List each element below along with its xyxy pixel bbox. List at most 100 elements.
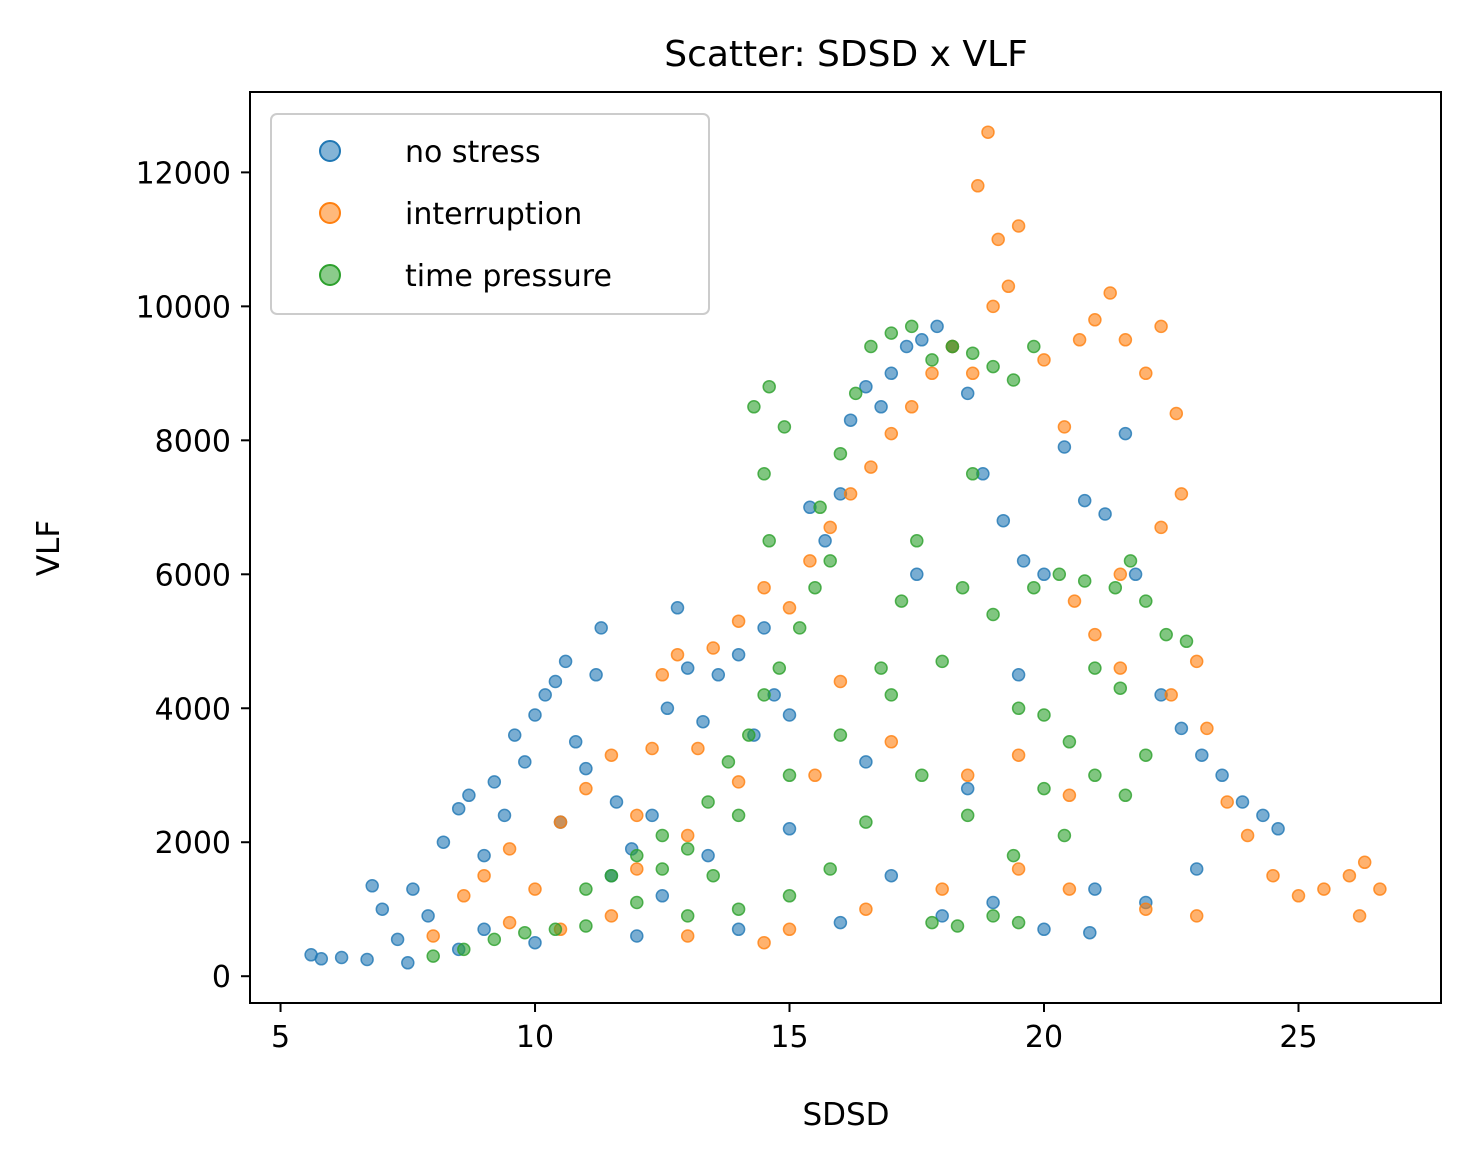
data-point (986, 607, 1000, 622)
data-point (1128, 567, 1143, 582)
data-point (538, 688, 552, 702)
data-point (772, 661, 787, 675)
data-point (436, 835, 451, 849)
data-point (731, 775, 746, 789)
data-point (808, 580, 822, 595)
data-point (548, 922, 563, 937)
data-point (986, 895, 1000, 910)
data-point (823, 554, 837, 568)
y-tick-label: 4000 (155, 692, 231, 727)
data-point (497, 808, 512, 823)
data-point (757, 935, 771, 950)
data-point (1011, 701, 1026, 716)
data-point (426, 949, 440, 963)
data-point (528, 708, 542, 722)
data-point (365, 879, 379, 893)
data-point (477, 922, 491, 937)
data-point (1088, 882, 1102, 896)
data-point (1037, 922, 1051, 937)
y-tick-label: 6000 (155, 558, 231, 593)
data-point (1027, 580, 1041, 595)
data-point (1342, 868, 1357, 883)
data-point (747, 400, 761, 414)
data-point (655, 889, 670, 903)
data-point (843, 413, 858, 427)
series-time-pressure (426, 319, 1194, 963)
data-point (314, 952, 329, 966)
data-point (782, 601, 797, 615)
data-point (971, 179, 985, 193)
data-point (991, 232, 1005, 247)
data-point (1352, 909, 1367, 923)
data-point (996, 513, 1011, 528)
data-point (604, 868, 619, 883)
x-axis: 5 10 15 20 25 (271, 1003, 1318, 1055)
data-point (1118, 426, 1133, 441)
data-point (782, 889, 797, 903)
data-point (604, 909, 619, 923)
data-point (925, 915, 939, 930)
data-point (904, 319, 919, 334)
data-point (630, 862, 644, 876)
data-point (848, 386, 863, 401)
data-point (680, 842, 695, 856)
legend-marker-no-stress (319, 140, 341, 162)
data-point (1016, 554, 1031, 568)
data-point (731, 922, 746, 937)
data-point (645, 808, 659, 823)
data-point (955, 580, 970, 595)
data-point (960, 808, 975, 823)
legend-label-interruption: interruption (405, 197, 582, 232)
data-point (1006, 848, 1021, 863)
data-point (823, 862, 837, 876)
series-interruption (426, 125, 1387, 950)
data-point (696, 714, 710, 729)
data-point (757, 580, 771, 595)
data-point (1164, 688, 1178, 702)
data-point (1098, 507, 1112, 521)
data-point (1077, 493, 1092, 508)
data-point (960, 386, 975, 401)
data-point (986, 359, 1000, 374)
data-point (884, 735, 899, 749)
data-point (950, 919, 965, 933)
data-point (553, 815, 568, 829)
data-point (884, 688, 899, 702)
data-point (609, 795, 624, 809)
data-point (589, 668, 603, 682)
data-point (1189, 909, 1204, 923)
data-point (808, 768, 822, 783)
data-point (655, 828, 670, 843)
data-point (731, 902, 746, 916)
data-point (864, 339, 878, 354)
data-point (833, 446, 848, 461)
legend-marker-time-pressure (319, 264, 341, 286)
data-point (1266, 868, 1280, 883)
data-point (1235, 795, 1250, 809)
data-point (762, 379, 776, 394)
legend-box (270, 113, 710, 315)
data-point (706, 868, 720, 883)
data-point (915, 768, 929, 783)
data-point (782, 822, 797, 836)
data-point (910, 534, 924, 548)
data-point (864, 460, 878, 474)
x-tick-label: 20 (1025, 1020, 1063, 1055)
y-tick-label: 10000 (136, 290, 231, 325)
y-tick-label: 0 (212, 960, 231, 995)
data-point (502, 915, 517, 930)
data-point (670, 647, 685, 662)
data-point (1195, 748, 1209, 762)
data-point (792, 621, 807, 635)
data-point (925, 366, 939, 381)
data-point (1118, 788, 1133, 803)
data-point (1154, 520, 1168, 535)
data-point (630, 848, 644, 863)
data-point (1169, 406, 1184, 421)
data-point (457, 889, 471, 903)
data-point (680, 929, 695, 943)
data-point (1108, 580, 1123, 595)
data-point (757, 688, 771, 702)
data-point (859, 379, 873, 394)
data-point (701, 848, 715, 863)
